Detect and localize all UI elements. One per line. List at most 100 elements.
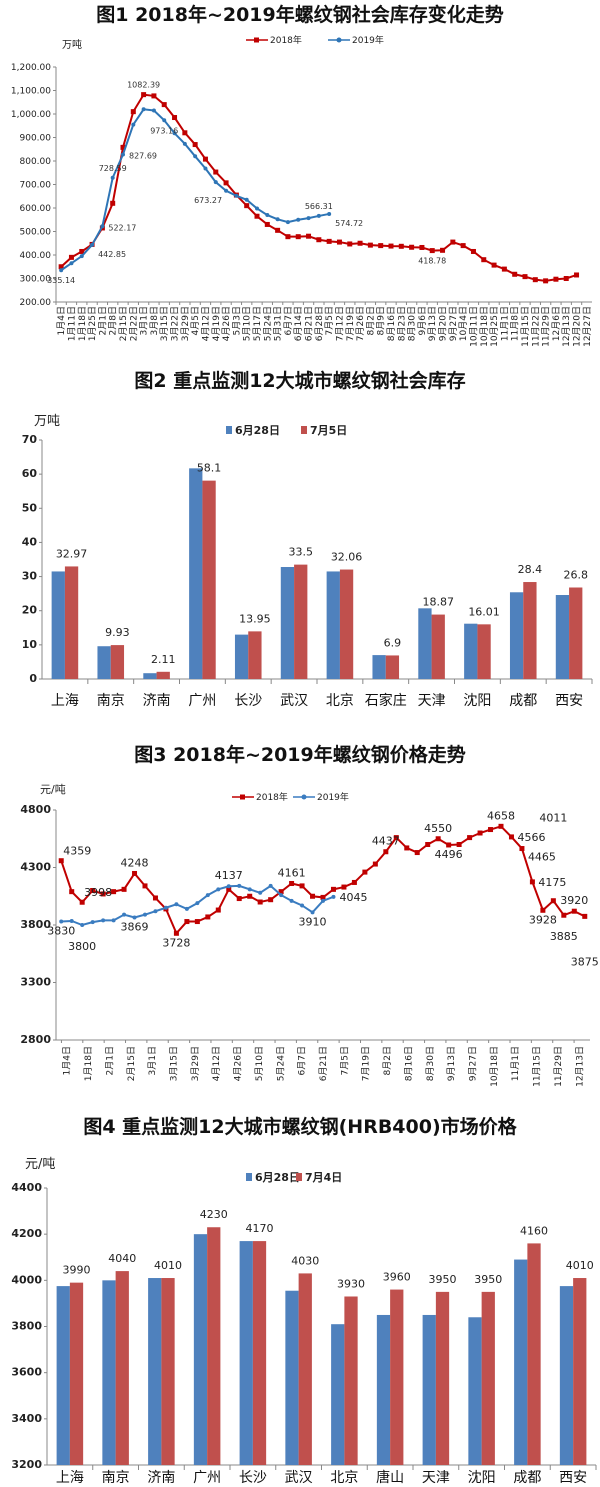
data-label: 522.17: [108, 223, 136, 232]
data-point: [285, 220, 290, 225]
data-label: 4566: [517, 831, 545, 844]
bar-value-label: 3930: [337, 1277, 365, 1290]
data-point: [142, 883, 148, 889]
category-label: 天津: [422, 1470, 450, 1486]
x-tick-label: 7月12日: [334, 306, 345, 341]
data-point: [306, 216, 311, 221]
x-tick-label: 6月21日: [318, 1046, 329, 1081]
data-point: [501, 266, 507, 272]
data-point: [90, 888, 96, 893]
x-tick-label: 7月19日: [361, 1046, 372, 1081]
bar-7月4日: [69, 1282, 84, 1465]
data-point: [341, 884, 347, 890]
x-tick-label: 1月4日: [56, 306, 67, 335]
y-tick-label: 4400: [11, 1181, 42, 1194]
bar-6月28日: [56, 1286, 70, 1465]
bar-7月4日: [435, 1291, 450, 1465]
x-tick-label: 3月8日: [149, 306, 160, 335]
data-point: [398, 243, 404, 249]
legend-label-0: 6月28日: [235, 424, 280, 437]
bar-7月5日: [202, 480, 216, 679]
data-point: [429, 248, 435, 254]
data-label: 4011: [539, 812, 567, 825]
x-tick-label: 7月26日: [355, 306, 366, 341]
data-label: 827.69: [129, 151, 157, 160]
bar-value-label: 4030: [291, 1254, 319, 1267]
data-point: [162, 118, 167, 123]
x-tick-label: 8月23日: [396, 306, 407, 341]
y-tick-label: 900.00: [20, 134, 52, 144]
data-point: [110, 175, 115, 180]
data-label: 3830: [47, 925, 75, 938]
data-point: [268, 897, 274, 903]
x-tick-label: 5月10日: [254, 1046, 265, 1081]
bar-6月28日: [509, 592, 524, 679]
x-tick-label: 3月15日: [168, 1046, 179, 1081]
bar-7月5日: [110, 645, 125, 679]
data-point: [393, 835, 399, 841]
data-point: [540, 907, 546, 913]
bar-7月5日: [294, 564, 308, 679]
y-tick-label: 700.00: [20, 181, 52, 191]
data-point: [100, 891, 106, 897]
x-tick-label: 12月20日: [572, 306, 583, 347]
data-point: [275, 217, 280, 222]
data-point: [306, 233, 312, 239]
data-point: [529, 879, 535, 885]
data-point: [265, 213, 270, 218]
y-tick-label: 1,000.00: [11, 110, 51, 120]
data-label: 4045: [339, 891, 367, 904]
bar-7月4日: [161, 1278, 175, 1465]
bar-value-label: 3990: [63, 1264, 91, 1277]
data-label: 574.72: [335, 219, 363, 228]
x-tick-label: 5月10日: [242, 306, 253, 341]
y-tick-label: 4800: [20, 803, 51, 816]
data-point: [419, 244, 425, 250]
y-tick-label: 2800: [20, 1033, 51, 1046]
bar-7月5日: [64, 566, 79, 679]
data-point: [347, 241, 353, 247]
data-label: 673.27: [194, 196, 222, 205]
x-tick-label: 3月1日: [147, 1046, 158, 1075]
bar-6月28日: [372, 655, 386, 679]
y-tick-label: 30: [22, 570, 38, 583]
legend-swatch-1: [296, 1173, 302, 1181]
data-label: 4161: [278, 866, 306, 879]
data-point: [195, 901, 200, 906]
category-label: 长沙: [234, 693, 262, 709]
bar-6月28日: [422, 1314, 436, 1465]
data-point: [132, 870, 138, 876]
data-point: [310, 910, 315, 915]
data-point: [120, 144, 126, 150]
category-label: 上海: [51, 693, 79, 709]
x-tick-label: 1月11日: [66, 306, 77, 341]
data-point: [122, 912, 127, 917]
x-tick-label: 2月1日: [97, 306, 108, 335]
data-point: [435, 836, 441, 842]
x-tick-label: 6月7日: [297, 1046, 308, 1075]
bar-6月28日: [143, 673, 157, 679]
legend-label-0: 2018年: [270, 34, 302, 46]
data-point: [481, 257, 487, 263]
data-point: [561, 912, 567, 918]
data-point: [101, 918, 106, 923]
data-point: [254, 213, 260, 219]
bar-6月28日: [102, 1280, 116, 1465]
x-tick-label: 8月9日: [376, 306, 387, 335]
x-tick-label: 8月2日: [382, 1046, 393, 1075]
x-tick-label: 12月27日: [582, 306, 593, 347]
data-point: [111, 889, 117, 895]
chart2-unit: 万吨: [34, 414, 60, 429]
data-point: [172, 115, 178, 121]
data-point: [257, 899, 263, 905]
x-tick-label: 7月5日: [324, 306, 335, 335]
data-point: [327, 211, 332, 216]
bar-value-label: 4040: [108, 1252, 136, 1265]
data-point: [574, 272, 580, 278]
category-label: 南京: [102, 1470, 130, 1486]
bar-value-label: 4230: [200, 1208, 228, 1221]
data-label: 3800: [68, 940, 96, 953]
x-tick-label: 5月24日: [275, 1046, 286, 1081]
y-tick-label: 800.00: [20, 157, 52, 167]
